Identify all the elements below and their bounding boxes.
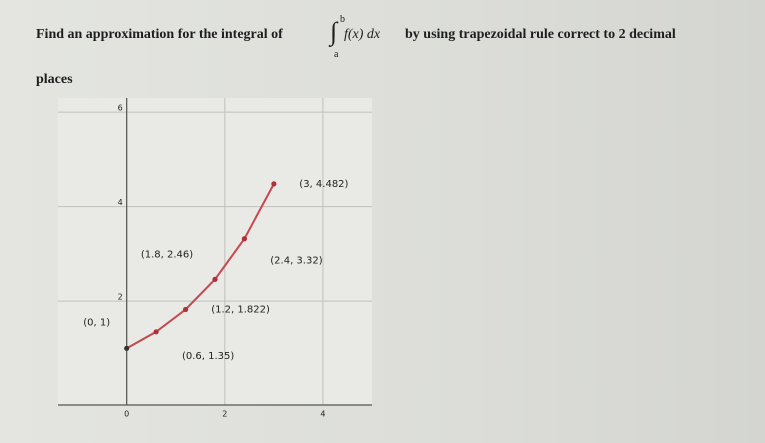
point — [271, 181, 277, 187]
y-tick-label: 6 — [118, 104, 123, 113]
y-tick-label: 4 — [118, 198, 123, 207]
question-text: Find an approximation for the integral o… — [36, 27, 283, 42]
point-label: (2.4, 3.32) — [270, 256, 322, 267]
x-tick-label: 0 — [124, 410, 129, 419]
integral-sign: ∫ — [330, 17, 338, 46]
plot-area — [58, 98, 372, 405]
point — [241, 236, 248, 242]
integrand: f(x) dx — [344, 27, 381, 42]
point — [153, 329, 159, 335]
question-text: by using trapezoidal rule correct to 2 d… — [405, 27, 676, 42]
point-label: (1.2, 1.822) — [211, 304, 270, 315]
x-tick-label: 4 — [320, 410, 325, 419]
x-tick-label: 2 — [222, 410, 227, 419]
upper-limit: b — [340, 14, 345, 25]
point-label: (1.8, 2.46) — [141, 249, 193, 260]
curve — [126, 183, 275, 350]
point-label: (0, 1) — [83, 317, 110, 328]
point-label: (3, 4.482) — [299, 179, 348, 190]
point — [124, 345, 130, 351]
lower-limit: a — [334, 49, 339, 60]
point-label: (0.6, 1.35) — [182, 351, 234, 362]
point — [182, 306, 189, 313]
point — [212, 276, 218, 282]
question-text: places — [36, 72, 73, 87]
y-tick-label: 2 — [118, 293, 123, 302]
